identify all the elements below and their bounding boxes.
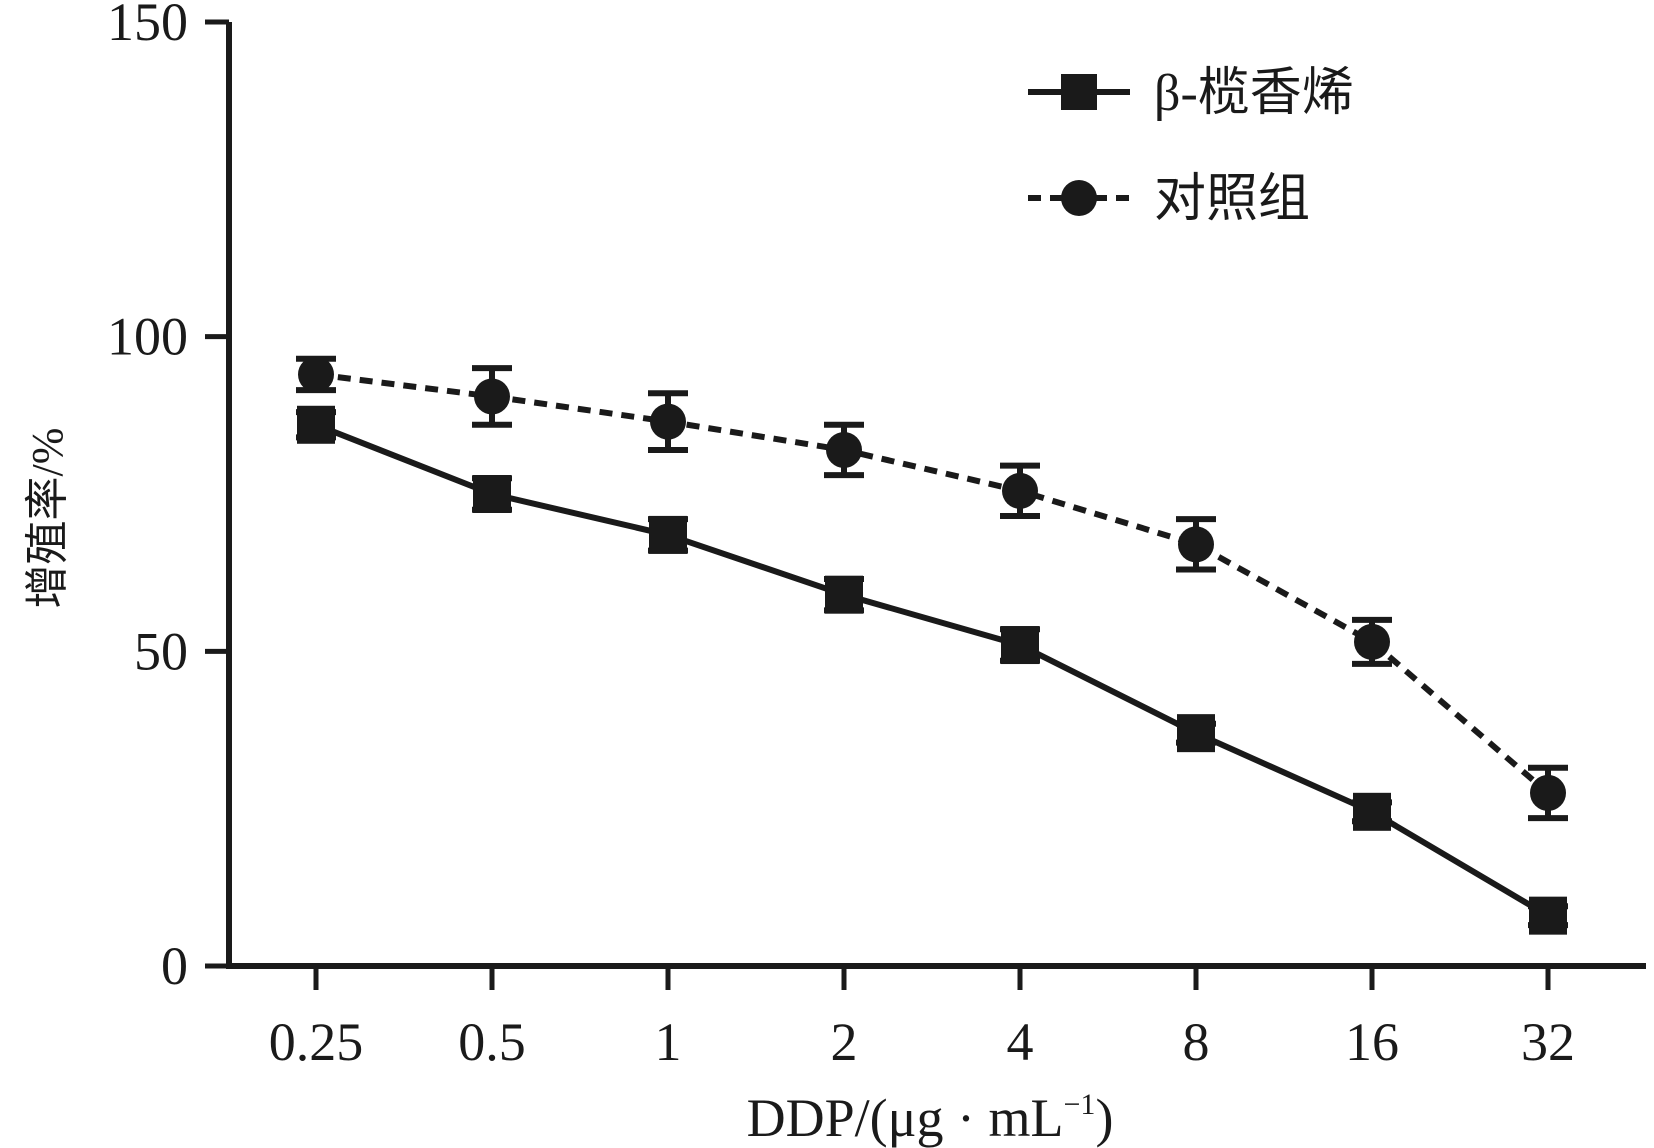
- legend-item-control: 对照组: [1028, 171, 1310, 228]
- x-tick-label: 1: [655, 1012, 682, 1072]
- data-point-circle: [650, 403, 686, 440]
- series-control: [296, 355, 1568, 822]
- axes: [226, 22, 1646, 969]
- x-tick-label: 8: [1183, 1012, 1210, 1072]
- legend-item-beta-elemene: β-榄香烯: [1028, 65, 1354, 122]
- x-tick-label: 0.25: [269, 1012, 364, 1072]
- legend-circle-marker-icon: [1061, 180, 1097, 216]
- data-point-circle: [1354, 623, 1390, 660]
- y-tick-label: 50: [134, 621, 188, 681]
- x-axis-label-close: ): [1095, 1088, 1113, 1148]
- data-point-square: [1353, 792, 1391, 831]
- data-point-circle: [826, 431, 862, 468]
- series-layer: [296, 355, 1568, 935]
- data-point-square: [297, 405, 335, 444]
- data-point-circle: [1530, 774, 1566, 811]
- data-point-square: [1529, 896, 1567, 935]
- y-tick-label: 100: [107, 307, 188, 367]
- series-beta-elemene: [296, 405, 1568, 935]
- data-point-square: [1177, 714, 1215, 753]
- x-tick-label: 0.5: [458, 1012, 526, 1072]
- data-point-circle: [474, 378, 510, 415]
- x-tick-label: 32: [1521, 1012, 1575, 1072]
- y-tick-label: 150: [107, 0, 188, 52]
- data-point-circle: [1178, 526, 1214, 563]
- data-point-square: [825, 575, 863, 614]
- y-axis-label: 增殖率/%: [23, 428, 72, 609]
- legend: β-榄香烯 对照组: [1028, 65, 1354, 228]
- x-tick-label: 4: [1007, 1012, 1034, 1072]
- x-axis-label: DDP/(μg · mL−1): [747, 1088, 1114, 1148]
- legend-label-beta-elemene: β-榄香烯: [1154, 65, 1354, 122]
- series-line: [314, 421, 1550, 919]
- data-point-circle: [1002, 472, 1038, 509]
- ticks: 0 50 100 150 0.25 0.5 1 2 4 8 16 32: [107, 0, 1575, 1072]
- data-point-square: [1001, 626, 1039, 665]
- data-point-square: [649, 515, 687, 554]
- data-point-square: [473, 475, 511, 513]
- x-axis-label-superscript: −1: [1064, 1088, 1096, 1121]
- series-line: [315, 371, 1550, 796]
- x-tick-label: 16: [1345, 1012, 1399, 1072]
- x-tick-label: 2: [831, 1012, 858, 1072]
- x-axis-label-main: DDP/(μg · mL: [747, 1088, 1064, 1148]
- y-tick-label: 0: [161, 936, 188, 996]
- data-point-circle: [298, 356, 334, 393]
- legend-square-marker-icon: [1061, 74, 1097, 110]
- legend-label-control: 对照组: [1154, 171, 1310, 228]
